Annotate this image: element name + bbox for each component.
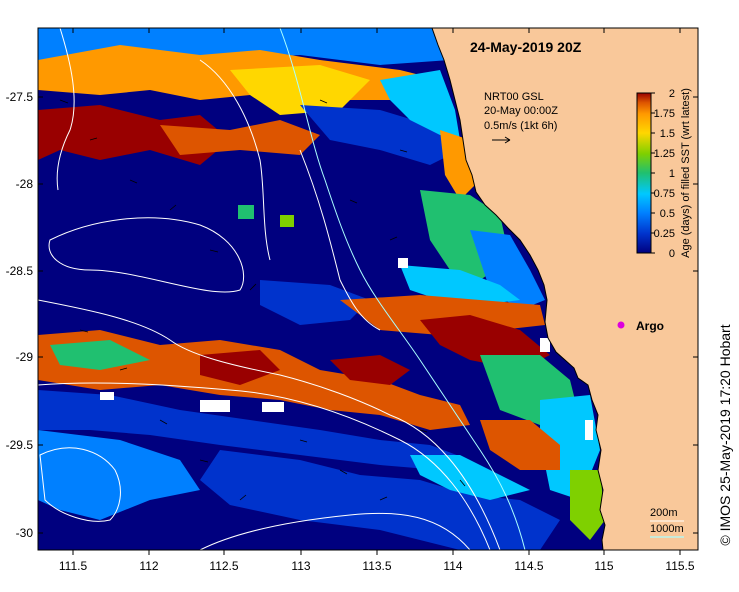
colorbar-tick-label: 1.75 — [654, 108, 675, 120]
x-tick-label: 114.5 — [514, 559, 543, 573]
x-tick-label: 113.5 — [362, 559, 391, 573]
argo-label: Argo — [636, 319, 664, 333]
y-tick-label: -27.5 — [6, 90, 34, 104]
land-mass — [431, 28, 698, 550]
y-tick-label: -29.5 — [6, 438, 34, 452]
y-tick-label: -28 — [16, 177, 34, 191]
scale-vector-icon — [492, 136, 511, 144]
colorbar-tick-label: 0.25 — [654, 228, 675, 240]
x-tick-label: 113 — [291, 559, 310, 573]
colorbar-tick-label: 0 — [669, 248, 675, 260]
contour-legend-200m: 200m — [650, 507, 678, 519]
x-tick-label: 112 — [139, 559, 158, 573]
argo-marker — [617, 321, 625, 329]
x-tick-label: 114 — [443, 559, 462, 573]
bathymetry-contours — [38, 28, 501, 550]
map-area — [38, 28, 698, 550]
isobath-200m — [279, 28, 526, 550]
colorbar-ticks: 2 1.75 1.5 1.25 1 0.75 0.5 0.25 0 — [651, 88, 675, 260]
colorbar-tick-label: 1 — [669, 168, 675, 180]
map-title: 24-May-2019 20Z — [470, 39, 582, 55]
colorbar-label: Age (days) of filled SST (wrt latest) — [680, 88, 692, 258]
contour-legend: 200m 1000m — [650, 507, 684, 538]
y-tick-label: -28.5 — [6, 264, 34, 278]
x-tick-label: 111.5 — [59, 559, 88, 573]
y-tick-label: -30 — [16, 526, 34, 540]
vector-label-line1: NRT00 GSL — [484, 91, 544, 103]
sst-age-field — [38, 28, 605, 550]
y-tick-label: -29 — [16, 350, 34, 364]
colorbar: 2 1.75 1.5 1.25 1 0.75 0.5 0.25 0 Age (days) of … — [636, 88, 692, 260]
colorbar-gradient — [636, 92, 652, 254]
y-axis: -27.5 -28 -28.5 -29 -29.5 -30 — [6, 90, 698, 540]
colorbar-tick-label: 1.25 — [654, 148, 675, 160]
credit-text: © IMOS 25-May-2019 17:20 Hobart — [717, 324, 733, 545]
colorbar-tick-label: 1.5 — [660, 128, 675, 140]
x-tick-label: 115 — [594, 559, 613, 573]
colorbar-tick-label: 0.5 — [660, 208, 675, 220]
colorbar-tick-label: 0.75 — [654, 188, 675, 200]
vector-label-line3: 0.5m/s (1kt 6h) — [484, 120, 557, 132]
x-axis: 111.5 112 112.5 113 113.5 114 114.5 115 115.5 — [59, 28, 695, 573]
contour-legend-1000m: 1000m — [650, 523, 684, 535]
map-frame — [37, 27, 699, 551]
current-vectors — [59, 99, 466, 501]
colorbar-tick-label: 2 — [669, 88, 675, 100]
vector-label-line2: 20-May 00:00Z — [484, 105, 558, 117]
x-tick-label: 115.5 — [665, 559, 694, 573]
x-tick-label: 112.5 — [209, 559, 238, 573]
